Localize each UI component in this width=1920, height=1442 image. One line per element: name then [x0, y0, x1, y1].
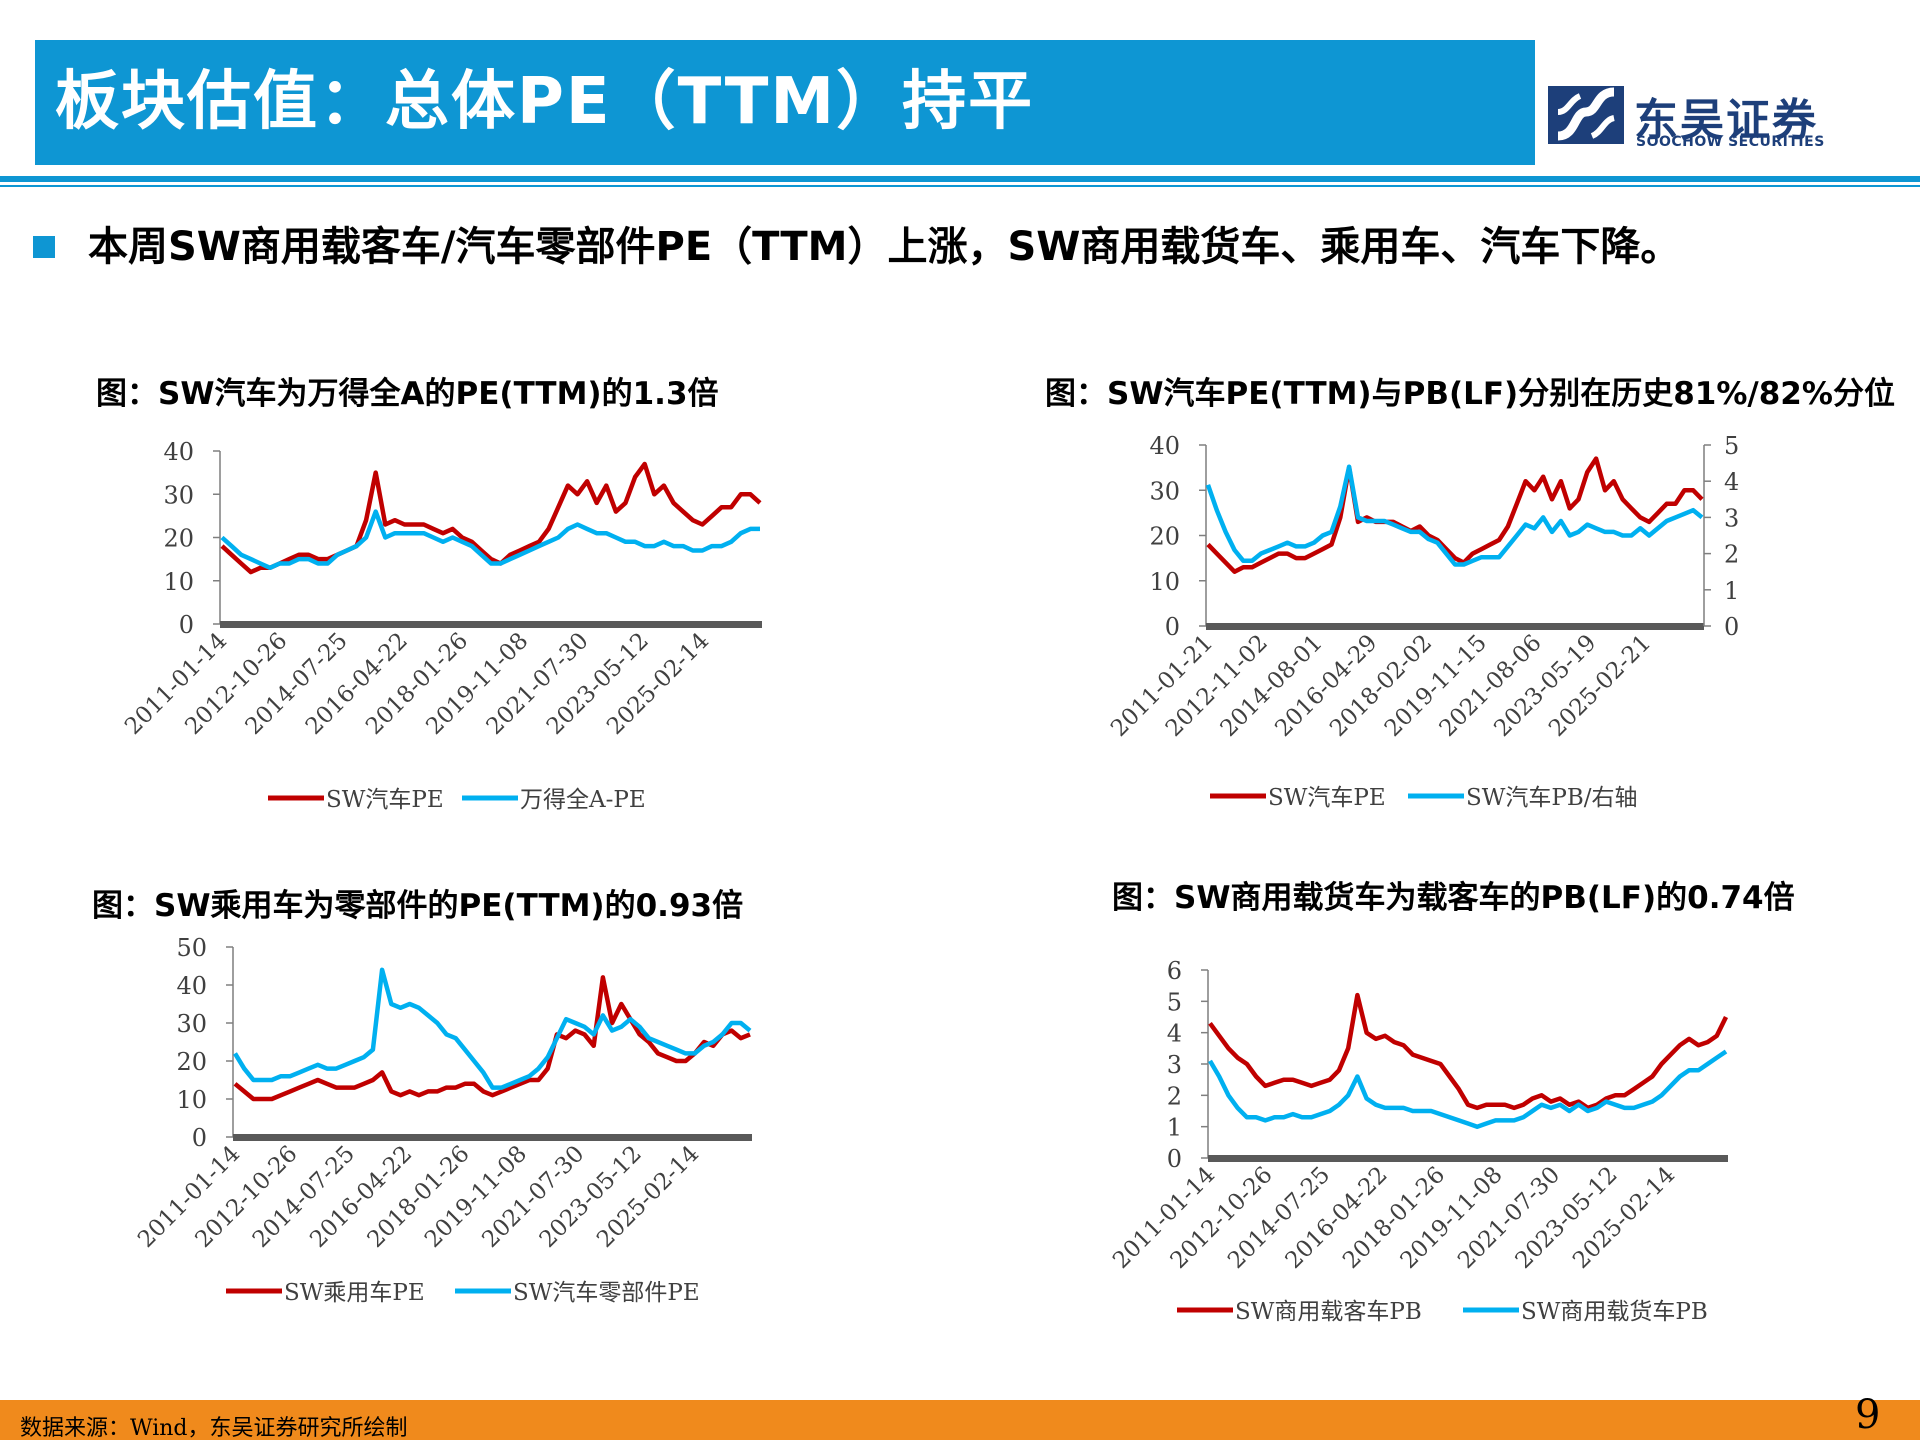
logo-name-cn: 东吴证券 — [1634, 95, 1818, 146]
y-tick-label: 2 — [1167, 1082, 1182, 1110]
x-axis-bar — [233, 1134, 752, 1141]
x-axis-bar — [1208, 1155, 1728, 1162]
series-line-2 — [1205, 464, 1704, 567]
legend-label: SW商用载客车PB — [1235, 1299, 1422, 1325]
y-tick-label: 3 — [1167, 1051, 1182, 1079]
header-rule-thin — [0, 185, 1920, 187]
title-bar: 板块估值：总体PE（TTM）持平 — [35, 40, 1535, 165]
series-line-2 — [220, 509, 760, 571]
company-logo: 东吴证券 SOOCHOW SECURITIES — [1548, 82, 1888, 152]
y2-tick-label: 0 — [1724, 613, 1739, 641]
chart-3-title: 图：SW乘用车为零部件的PE(TTM)的0.93倍 — [92, 888, 744, 924]
series-line-1 — [1206, 456, 1704, 574]
page-title: 板块估值：总体PE（TTM）持平 — [55, 65, 1035, 139]
legend-label: SW汽车零部件PE — [513, 1280, 700, 1306]
series-line-1 — [220, 461, 762, 575]
data-source: 数据来源：Wind，东吴证券研究所绘制 — [20, 1416, 408, 1441]
chart-4-title: 图：SW商用载货车为载客车的PB(LF)的0.74倍 — [1112, 880, 1795, 916]
y-tick-label: 30 — [163, 481, 194, 509]
legend-label: SW汽车PE — [1268, 785, 1386, 811]
y-tick-label: 0 — [1167, 1145, 1182, 1173]
y-tick-label: 30 — [1149, 477, 1180, 505]
y-tick-label: 10 — [176, 1086, 207, 1114]
y-tick-label: 40 — [163, 438, 194, 466]
y-tick-label: 5 — [1167, 988, 1182, 1016]
y-tick-label: 0 — [1165, 613, 1180, 641]
bullet-text: 本周SW商用载客车/汽车零部件PE（TTM）上涨，SW商用载货车、乘用车、汽车下… — [88, 224, 1681, 270]
legend-label: SW乘用车PE — [284, 1280, 425, 1306]
series-line-1 — [233, 975, 751, 1102]
series-line-2 — [1208, 1049, 1728, 1129]
y-tick-label: 30 — [176, 1010, 207, 1038]
y-tick-label: 50 — [176, 934, 207, 962]
y2-tick-label: 1 — [1724, 577, 1739, 605]
y-tick-label: 10 — [163, 568, 194, 596]
chart-1-title: 图：SW汽车为万得全A的PE(TTM)的1.3倍 — [96, 376, 719, 412]
page-number: 9 — [1855, 1392, 1881, 1438]
footer-bar — [0, 1400, 1920, 1440]
series-line-2 — [233, 967, 752, 1090]
y-tick-label: 40 — [1149, 432, 1180, 460]
chart-2-title: 图：SW汽车PE(TTM)与PB(LF)分别在历史81%/82%分位 — [1045, 376, 1895, 412]
y2-tick-label: 5 — [1724, 432, 1739, 460]
y2-tick-label: 3 — [1724, 504, 1739, 532]
y-tick-label: 20 — [1149, 523, 1180, 551]
legend-label: 万得全A-PE — [520, 787, 646, 813]
legend-label: SW汽车PE — [326, 787, 444, 813]
header-rule — [0, 176, 1920, 182]
y-tick-label: 6 — [1167, 957, 1182, 985]
logo-name-en: SOOCHOW SECURITIES — [1636, 134, 1825, 150]
y-tick-label: 10 — [1149, 568, 1180, 596]
y-tick-label: 20 — [163, 525, 194, 553]
legend-label: SW汽车PB/右轴 — [1466, 785, 1638, 811]
y2-tick-label: 2 — [1724, 541, 1739, 569]
y2-tick-label: 4 — [1724, 468, 1739, 496]
y-tick-label: 1 — [1167, 1114, 1182, 1142]
x-axis-bar — [220, 621, 762, 628]
x-axis-bar — [1206, 623, 1704, 630]
y-tick-label: 0 — [192, 1124, 207, 1152]
legend-label: SW商用载货车PB — [1521, 1299, 1708, 1325]
logo-mark-icon — [1548, 86, 1624, 144]
y-tick-label: 0 — [179, 611, 194, 639]
series-line-1 — [1208, 992, 1729, 1111]
y-tick-label: 20 — [176, 1048, 207, 1076]
y-tick-label: 40 — [176, 972, 207, 1000]
y-tick-label: 4 — [1167, 1020, 1182, 1048]
bullet-square-icon — [33, 236, 55, 258]
